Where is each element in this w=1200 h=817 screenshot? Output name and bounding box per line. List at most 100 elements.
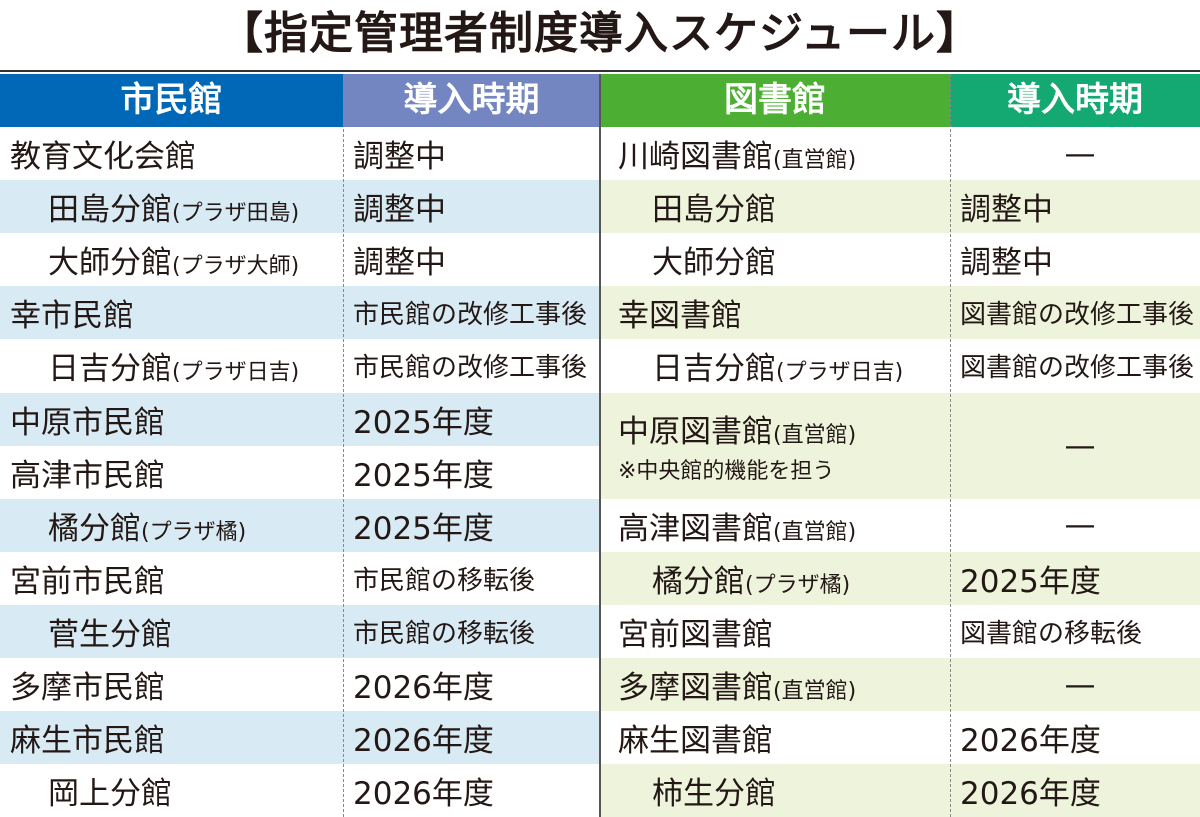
civic-period-cell: 市民館の改修工事後 xyxy=(343,286,600,340)
library-name: 柿生分館 xyxy=(652,776,776,813)
name-line: 日吉分館(プラザ日吉) xyxy=(48,343,343,388)
name-line: 橘分館(プラザ橘) xyxy=(48,503,343,548)
library-period-cell: 調整中 xyxy=(950,233,1200,287)
library-period: 図書館の改修工事後 xyxy=(960,353,1195,384)
civic-name: 麻生市民館 xyxy=(10,723,165,760)
name-line: 教育文化会館 xyxy=(10,131,343,176)
name-line: 大師分館 xyxy=(652,237,950,282)
civic-period-cell: 2026年度 xyxy=(343,711,600,765)
civic-period: 2026年度 xyxy=(353,776,494,813)
name-line: 川崎図書館(直営館) xyxy=(618,131,950,176)
civic-name-cell: 幸市民館 xyxy=(0,286,343,340)
library-period: 調整中 xyxy=(960,192,1053,229)
library-name: 多摩図書館 xyxy=(618,670,773,707)
schedule-table: 市民館 導入時期 図書館 導入時期 教育文化会館 調整中 田島分館(プラザ田島) 調整… xyxy=(0,70,1200,817)
name-line: 日吉分館(プラザ日吉) xyxy=(652,343,950,388)
library-period: — xyxy=(1064,666,1096,703)
civic-name-cell: 菅生分館 xyxy=(0,604,343,658)
library-name-cell: 橘分館(プラザ橘) xyxy=(600,551,950,605)
library-name: 宮前図書館 xyxy=(618,616,773,653)
library-name-cell: 宮前図書館 xyxy=(600,604,950,658)
name-line: 麻生図書館 xyxy=(618,715,950,760)
library-period-cell: 2025年度 xyxy=(950,551,1200,605)
civic-period-cell: 調整中 xyxy=(343,127,600,181)
civic-period: 2025年度 xyxy=(353,404,494,441)
civic-name-suffix: (プラザ大師) xyxy=(172,254,300,280)
name-line: 中原市民館 xyxy=(10,397,343,442)
name-line: 高津図書館(直営館) xyxy=(618,503,950,548)
library-name: 中原図書館 xyxy=(618,414,773,451)
name-line: 宮前図書館 xyxy=(618,609,950,654)
library-name-suffix: (プラザ橘) xyxy=(745,572,851,598)
name-line: 多摩市民館 xyxy=(10,662,343,707)
header-library-period: 導入時期 xyxy=(950,74,1200,127)
name-line: 柿生分館 xyxy=(652,768,950,813)
civic-period: 市民館の移転後 xyxy=(353,618,536,649)
library-period: 2026年度 xyxy=(960,723,1101,760)
civic-name: 幸市民館 xyxy=(10,298,134,335)
library-period-cell: 2026年度 xyxy=(950,711,1200,765)
library-name-suffix: (直営館) xyxy=(773,423,857,449)
civic-period: 調整中 xyxy=(353,245,446,282)
civic-name: 高津市民館 xyxy=(10,457,165,494)
civic-period: 市民館の改修工事後 xyxy=(353,300,588,331)
library-period: 2025年度 xyxy=(960,563,1101,600)
name-line: 橘分館(プラザ橘) xyxy=(652,556,950,601)
civic-name-cell: 大師分館(プラザ大師) xyxy=(0,233,343,287)
library-name-cell: 柿生分館 xyxy=(600,764,950,817)
civic-period-cell: 2026年度 xyxy=(343,764,600,817)
library-period-cell: — xyxy=(950,392,1200,499)
civic-name: 宮前市民館 xyxy=(10,563,165,600)
library-name-cell: 大師分館 xyxy=(600,233,950,287)
library-period-cell: 図書館の改修工事後 xyxy=(950,286,1200,340)
civic-period: 2025年度 xyxy=(353,510,494,547)
civic-period-cell: 市民館の改修工事後 xyxy=(343,339,600,393)
civic-period-cell: 2025年度 xyxy=(343,498,600,552)
civic-period: 調整中 xyxy=(353,192,446,229)
civic-period: 市民館の改修工事後 xyxy=(353,353,588,384)
library-period: 2026年度 xyxy=(960,776,1101,813)
civic-name: 中原市民館 xyxy=(10,404,165,441)
civic-name-suffix: (プラザ橘) xyxy=(141,519,247,545)
library-name: 日吉分館 xyxy=(652,351,776,388)
library-name-cell: 多摩図書館(直営館) xyxy=(600,658,950,712)
civic-name-cell: 岡上分館 xyxy=(0,764,343,817)
library-name-suffix: (直営館) xyxy=(773,148,857,174)
civic-name-cell: 中原市民館 xyxy=(0,392,343,446)
library-name: 川崎図書館 xyxy=(618,139,773,176)
name-line: 幸図書館 xyxy=(618,290,950,335)
header-library: 図書館 xyxy=(600,74,950,127)
civic-period-cell: 2026年度 xyxy=(343,658,600,712)
library-name-cell: 高津図書館(直営館) xyxy=(600,498,950,552)
civic-name-cell: 日吉分館(プラザ日吉) xyxy=(0,339,343,393)
civic-name-suffix: (プラザ田島) xyxy=(172,201,300,227)
civic-name-cell: 田島分館(プラザ田島) xyxy=(0,180,343,234)
library-name: 幸図書館 xyxy=(618,298,742,335)
library-name-suffix: (直営館) xyxy=(773,679,857,705)
library-name-cell: 日吉分館(プラザ日吉) xyxy=(600,339,950,393)
name-line: 菅生分館 xyxy=(48,609,343,654)
civic-period-cell: 2025年度 xyxy=(343,445,600,499)
name-line: 岡上分館 xyxy=(48,768,343,813)
civic-name-cell: 麻生市民館 xyxy=(0,711,343,765)
civic-name-cell: 高津市民館 xyxy=(0,445,343,499)
library-name: 麻生図書館 xyxy=(618,723,773,760)
divider xyxy=(343,74,344,817)
library-note: ※中央館的機能を担う xyxy=(618,459,835,485)
name-line: 高津市民館 xyxy=(10,450,343,495)
library-name: 高津図書館 xyxy=(618,510,773,547)
name-line: 多摩図書館(直営館) xyxy=(618,662,950,707)
library-name: 橘分館 xyxy=(652,563,745,600)
library-period: — xyxy=(1064,507,1096,544)
library-period-cell: — xyxy=(950,127,1200,181)
library-name-suffix: (プラザ日吉) xyxy=(776,360,904,386)
library-period-cell: 2026年度 xyxy=(950,764,1200,817)
civic-period-cell: 調整中 xyxy=(343,233,600,287)
civic-name: 日吉分館 xyxy=(48,351,172,388)
library-period: — xyxy=(1064,427,1096,464)
civic-period: 2025年度 xyxy=(353,457,494,494)
name-line: 中原図書館(直営館) xyxy=(618,406,950,451)
library-name: 大師分館 xyxy=(652,245,776,282)
library-period-cell: — xyxy=(950,498,1200,552)
civic-name-cell: 橘分館(プラザ橘) xyxy=(0,498,343,552)
